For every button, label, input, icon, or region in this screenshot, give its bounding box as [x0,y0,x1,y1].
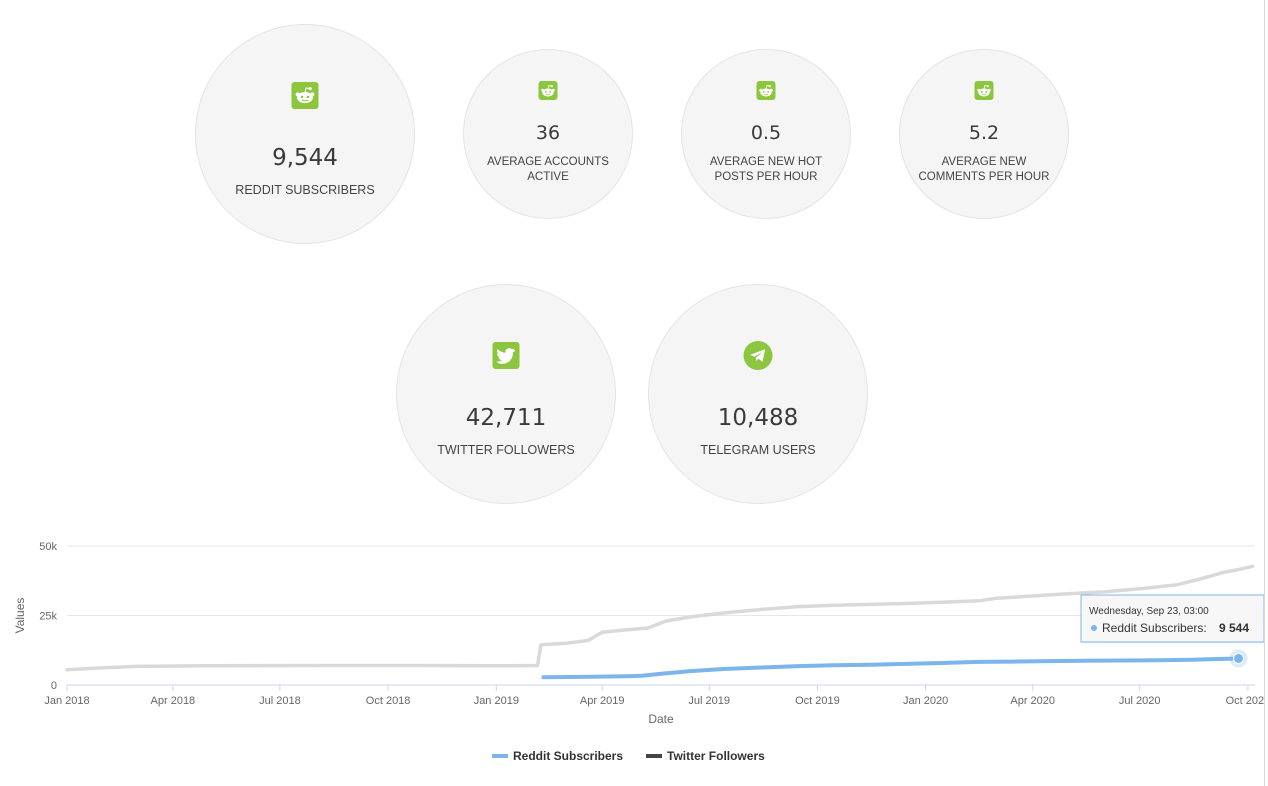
x-tick-label: Jul 2020 [1119,695,1161,707]
stat-label-line-2: POSTS PER HOUR [714,171,818,183]
tooltip-value: 9 544 [1219,621,1249,635]
scrollbar-edge [1264,0,1265,786]
x-tick-label: Apr 2020 [1010,695,1055,707]
twitter-icon [492,342,520,369]
stat-value: 36 [535,122,561,144]
chart-tooltip: Wednesday, Sep 23, 03:00 Reddit Subscribe… [1080,594,1264,643]
stat-telegram-users: 10,488 TELEGRAM USERS [648,284,868,504]
stat-value: 5.2 [968,122,1000,144]
stat-value: 42,711 [465,405,547,431]
x-tick-label: Jan 2019 [474,695,519,707]
x-tick-label: Jan 2020 [903,695,948,707]
stat-label: TELEGRAM USERS [700,443,816,457]
series-line-reddit-subscribers [541,656,1241,680]
legend-label: Reddit Subscribers [513,749,623,763]
series-line-twitter-followers [65,564,1255,672]
tooltip-date: Wednesday, Sep 23, 03:00 [1089,606,1209,617]
reddit-icon [538,81,558,100]
y-tick-label: 25k [39,611,57,623]
x-tick-label: Apr 2019 [580,695,625,707]
chart-grid [67,545,1255,686]
tooltip-series-name: Reddit Subscribers: [1102,621,1207,635]
highlight-point [1233,652,1245,664]
x-tick-label: Apr 2018 [151,695,196,707]
legend-item-reddit-subscribers[interactable]: Reddit Subscribers [492,749,623,763]
tooltip-box [1080,594,1264,643]
stat-label-line-1: AVERAGE ACCOUNTS [487,156,609,168]
stat-label: TWITTER FOLLOWERS [437,443,575,457]
x-tick-label: Oct 2018 [366,695,411,707]
legend-item-twitter-followers[interactable]: Twitter Followers [646,749,765,763]
stat-twitter-followers: 42,711 TWITTER FOLLOWERS [396,284,616,504]
x-axis-title: Date [648,712,674,726]
y-axis-ticks: 0 25k 50k [39,541,57,692]
stat-label: REDDIT SUBSCRIBERS [235,183,375,197]
stat-label-line-1: AVERAGE NEW HOT [709,156,823,168]
chart-series [65,564,1255,680]
stat-label-line-2: COMMENTS PER HOUR [918,171,1050,183]
reddit-icon [974,81,994,100]
chart-legend[interactable]: Reddit Subscribers Twitter Followers [492,749,765,763]
tooltip-series-dot [1091,625,1097,631]
reddit-icon [756,81,776,100]
legend-label: Twitter Followers [667,749,765,763]
x-tick-label: Jul 2018 [259,695,301,707]
stat-reddit-subscribers: 9,544 REDDIT SUBSCRIBERS [195,24,415,244]
y-tick-label: 0 [51,680,57,692]
stat-label-line-2: ACTIVE [527,171,569,183]
y-axis-title: Values [13,598,27,634]
stat-average-comments: 5.2 AVERAGE NEW COMMENTS PER HOUR [899,49,1069,219]
y-tick-label: 50k [39,541,57,553]
x-tick-label: Oct 2020 [1226,695,1264,707]
x-tick-label: Jan 2018 [44,695,89,707]
stat-value: 0.5 [750,122,782,144]
x-axis-ticks: Jan 2018 Apr 2018 Jul 2018 Oct 2018 Jan 2019… [44,685,1264,707]
followers-line-chart: 0 25k 50k Jan 2018 Apr 2018 Jul 2018 Oct 2018… [13,541,1264,763]
stat-label-line-1: AVERAGE NEW [941,156,1027,168]
stat-average-hot-posts: 0.5 AVERAGE NEW HOT POSTS PER HOUR [681,49,851,219]
x-tick-label: Jul 2019 [688,695,730,707]
reddit-icon [291,82,319,109]
stat-value: 9,544 [272,145,338,171]
stat-value: 10,488 [717,405,799,431]
telegram-icon [743,341,773,370]
stat-average-accounts-active: 36 AVERAGE ACCOUNTS ACTIVE [463,49,633,219]
x-tick-label: Oct 2019 [795,695,840,707]
